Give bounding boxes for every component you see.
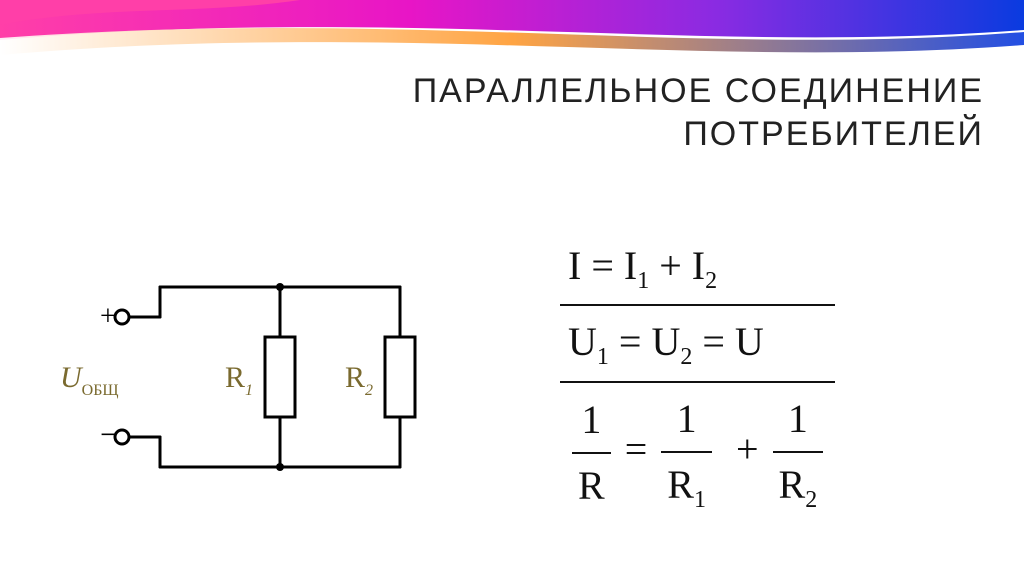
formula-current: I = I1 + I2 (560, 230, 835, 306)
r1-label: R1 (225, 361, 253, 399)
plus-label: + (100, 301, 116, 332)
minus-label: − (100, 416, 118, 452)
slide-content: + − UОБЩ R1 R2 I = I1 + I2 U1 = U2 = U (60, 230, 964, 523)
formula-block: I = I1 + I2 U1 = U2 = U 1 R = 1 R1 + 1 (560, 230, 835, 523)
formula-resistance: 1 R = 1 R1 + 1 R2 (560, 383, 835, 523)
u-label: UОБЩ (60, 361, 119, 399)
decorative-border (0, 0, 1024, 70)
r2-label: R2 (345, 361, 373, 399)
title-line-1: ПАРАЛЛЕЛЬНОЕ СОЕДИНЕНИЕ (413, 72, 984, 110)
slide-title: ПАРАЛЛЕЛЬНОЕ СОЕДИНЕНИЕ ПОТРЕБИТЕЛЕЙ (413, 70, 984, 155)
circuit-diagram: + − UОБЩ R1 R2 (60, 247, 440, 507)
formula-voltage: U1 = U2 = U (560, 306, 835, 382)
title-line-2: ПОТРЕБИТЕЛЕЙ (683, 115, 984, 153)
